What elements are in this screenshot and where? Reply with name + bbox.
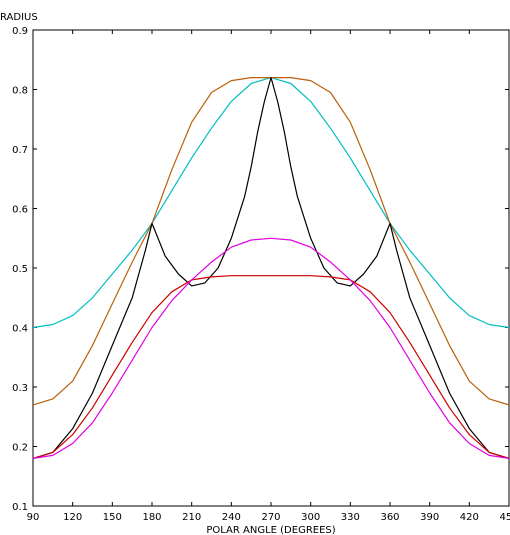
y-tick-label: 0.2 — [12, 443, 28, 454]
x-tick-label: 390 — [420, 512, 439, 523]
x-tick-label: 300 — [301, 512, 320, 523]
series-line-3 — [32, 76, 510, 459]
x-tick-label: 420 — [460, 512, 479, 523]
y-axis-label: RADIUS — [0, 12, 38, 23]
x-tick-label: 210 — [182, 512, 201, 523]
x-tick-label: 240 — [222, 512, 241, 523]
y-tick-label: 0.7 — [12, 145, 28, 156]
y-tick-label: 0.6 — [12, 205, 28, 216]
x-tick-label: 120 — [63, 512, 82, 523]
x-tick-label: 90 — [27, 512, 40, 523]
series-line-1 — [32, 76, 510, 329]
series-line-4 — [32, 275, 510, 459]
x-tick-label: 330 — [341, 512, 360, 523]
series-line-5 — [32, 237, 510, 459]
y-axis: 0.1 0.2 0.3 0.4 0.5 0.6 0.7 0.8 0.9 — [12, 26, 509, 513]
x-tick-label: 180 — [142, 512, 161, 523]
series-line-2 — [32, 76, 510, 406]
y-tick-label: 0.4 — [12, 324, 28, 335]
y-tick-label: 0.9 — [12, 26, 28, 37]
y-tick-label: 0.3 — [12, 383, 28, 394]
x-tick-label: 450 — [499, 512, 510, 523]
series-group — [32, 76, 510, 459]
x-axis: 90 120 150 180 210 240 270 300 330 360 390 420 450 — [27, 30, 510, 523]
x-tick-label: 150 — [103, 512, 122, 523]
y-tick-label: 0.1 — [12, 502, 28, 513]
plot-frame — [32, 29, 510, 507]
y-tick-label: 0.8 — [12, 86, 28, 97]
x-axis-label: POLAR ANGLE (DEGREES) — [206, 525, 335, 535]
x-tick-label: 360 — [380, 512, 399, 523]
x-tick-label: 270 — [261, 512, 280, 523]
y-tick-label: 0.5 — [12, 264, 28, 275]
